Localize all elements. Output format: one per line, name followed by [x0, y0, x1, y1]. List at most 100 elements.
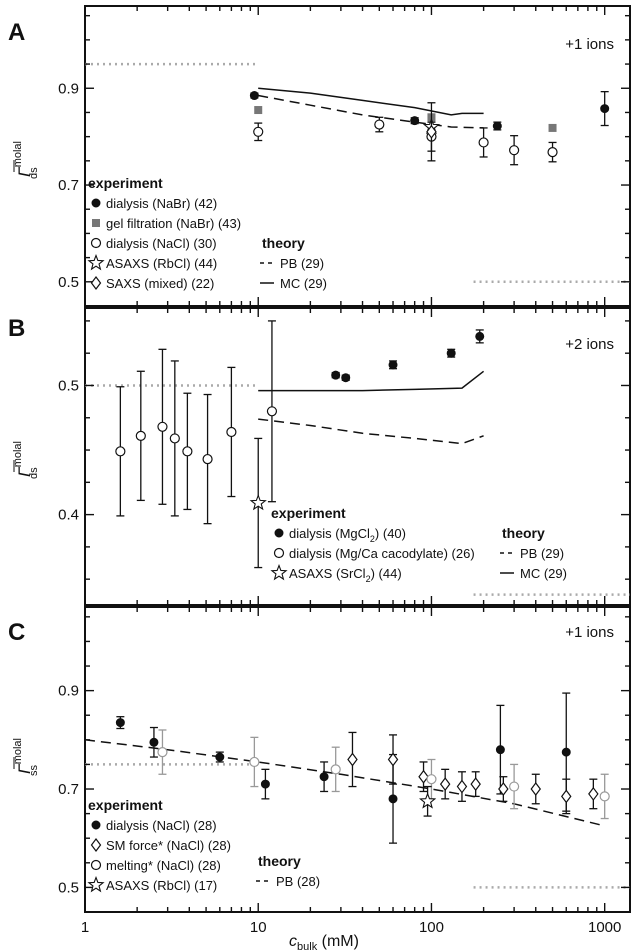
legend-label: ASAXS (SrCl2) (44) — [289, 566, 402, 584]
data-point-open-circle — [115, 446, 126, 457]
data-point-filled-circle — [600, 104, 610, 114]
legend-marker-open-circle — [90, 237, 102, 249]
data-point-filled-circle — [341, 373, 351, 383]
data-point-open-circle — [226, 426, 237, 438]
panel-c: 1 10 100 1000 0.9 0.7 0.5 C +1 ions Γmolalss exper… — [8, 606, 631, 936]
y-tick-label: 0.5 — [58, 377, 79, 394]
data-point-open-circle — [135, 430, 146, 441]
legend-label: PB (29) — [520, 546, 564, 561]
legend: experiment dialysis (NaBr) (42) gel filtra… — [87, 175, 327, 291]
theory-line-dashed — [258, 94, 484, 129]
data-point-filled-circle — [319, 772, 329, 782]
theory-line-solid — [258, 370, 485, 392]
legend-marker-open-circle — [90, 859, 102, 871]
ion-label: +1 ions — [565, 36, 614, 53]
plot-frame — [84, 307, 631, 606]
data-point-open-circle — [157, 747, 168, 758]
legend-marker-star — [270, 563, 288, 581]
legend-marker-diamond — [90, 838, 102, 852]
panel-b: 0.5 0.4 B +2 ions Γmolalds experiment dialysis… — [8, 307, 631, 606]
data-point-open-circle — [330, 764, 341, 775]
plot-frame — [84, 5, 631, 307]
data-point-star — [419, 792, 437, 809]
data-point-open-circle — [266, 406, 278, 417]
ion-label: +2 ions — [565, 336, 614, 353]
legend-marker-open-circle — [273, 547, 285, 559]
data-point-diamond — [456, 779, 468, 794]
data-point-filled-circle — [388, 360, 398, 370]
legend-title-experiment: experiment — [88, 797, 163, 813]
data-point-diamond — [387, 752, 399, 767]
plot-frame — [84, 606, 631, 913]
y-tick-label: 0.5 — [58, 879, 79, 896]
legend-label: dialysis (NaCl) (28) — [106, 818, 217, 833]
data-point-open-circle — [374, 119, 385, 130]
legend-label: SM force* (NaCl) (28) — [106, 838, 231, 853]
data-point-diamond — [498, 782, 509, 797]
legend-title-theory: theory — [502, 525, 545, 541]
panel-letter: B — [8, 315, 25, 342]
data-point-diamond — [530, 782, 542, 797]
legend-marker-square — [92, 219, 100, 227]
data-point-filled-circle — [446, 348, 456, 358]
data-point-open-circle — [249, 756, 260, 768]
data-point-diamond — [439, 777, 451, 792]
legend-title-experiment: experiment — [271, 505, 346, 521]
data-point-open-circle — [547, 147, 558, 158]
y-axis-label: Γmolalds — [12, 441, 40, 479]
y-tick-label: 0.7 — [58, 781, 79, 798]
theory-line-dashed — [258, 418, 484, 445]
data-point-filled-circle — [388, 794, 398, 804]
data-point-square — [254, 106, 263, 115]
legend-title-experiment: experiment — [88, 175, 163, 191]
x-axis-title: cbulk (mM) — [289, 933, 359, 952]
legend-label: SAXS (mixed) (22) — [106, 276, 214, 291]
legend-title-theory: theory — [262, 235, 305, 251]
data-point-open-circle — [426, 774, 437, 785]
data-point-diamond — [561, 789, 572, 804]
data-point-diamond — [418, 769, 429, 784]
legend-label: dialysis (NaCl) (30) — [106, 236, 217, 251]
data-point-filled-circle — [561, 747, 571, 757]
data-point-diamond — [470, 777, 481, 792]
legend-label: PB (29) — [280, 256, 324, 271]
legend-marker-filled-circle — [274, 528, 284, 538]
legend-label: gel filtration (NaBr) (43) — [106, 216, 241, 231]
data-point-filled-circle — [495, 745, 505, 755]
legend-label: dialysis (MgCl2) (40) — [289, 526, 406, 544]
y-tick-label: 0.9 — [58, 80, 79, 97]
theory-line-solid — [258, 87, 484, 116]
data-point-filled-circle — [331, 370, 341, 380]
legend: experiment dialysis (NaCl) (28) SM force* … — [87, 797, 320, 893]
y-axis-label: Γmolalss — [12, 738, 40, 776]
data-point-filled-circle — [115, 718, 125, 728]
data-point-filled-circle — [149, 737, 159, 747]
legend: experiment dialysis (MgCl2) (40) dialysis … — [270, 505, 567, 584]
legend-label: MC (29) — [520, 566, 567, 581]
data-point-open-circle — [509, 145, 520, 156]
legend-marker-diamond — [90, 276, 102, 290]
y-tick-label: 0.5 — [58, 274, 79, 291]
y-tick-label: 0.9 — [58, 683, 79, 700]
data-point-open-circle — [157, 421, 168, 432]
data-point-square — [548, 123, 557, 132]
data-point-open-circle — [599, 791, 610, 802]
data-point-diamond — [588, 786, 599, 801]
y-axis-label: Γmolalds — [12, 141, 40, 179]
data-point-diamond — [426, 124, 437, 139]
data-point-open-circle — [202, 453, 213, 465]
data-point-open-circle — [182, 446, 193, 457]
x-tick-label: 10 — [250, 919, 267, 936]
x-tick-label: 1000 — [588, 919, 621, 936]
legend-label: melting* (NaCl) (28) — [106, 858, 221, 873]
legend-label: dialysis (NaBr) (42) — [106, 196, 217, 211]
panel-letter: A — [8, 19, 25, 46]
legend-label: MC (29) — [280, 276, 327, 291]
legend-label: ASAXS (RbCl) (44) — [106, 256, 217, 271]
data-point-filled-circle — [492, 121, 502, 131]
data-point-open-circle — [478, 137, 489, 148]
data-point-filled-circle — [215, 752, 225, 762]
legend-marker-star — [87, 875, 105, 893]
data-point-open-circle — [169, 433, 180, 444]
data-point-filled-circle — [475, 331, 485, 341]
